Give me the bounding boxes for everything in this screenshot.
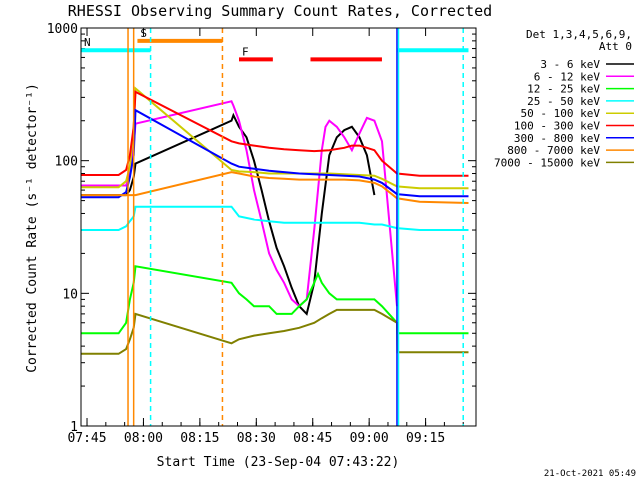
legend-label: 7000 - 15000 keV — [494, 156, 600, 169]
series-line-2 — [81, 265, 469, 335]
x-tick-label: 08:15 — [180, 431, 219, 446]
x-tick-label: 08:00 — [124, 431, 163, 446]
chart-title: RHESSI Observing Summary Count Rates, Co… — [68, 2, 492, 20]
series-line-3 — [81, 205, 469, 231]
flag-label: N — [84, 36, 91, 49]
x-tick-label: 07:45 — [67, 431, 106, 446]
flag-label: F — [242, 45, 249, 58]
series-line-6 — [81, 108, 469, 199]
y-tick-label: 1 — [70, 420, 78, 435]
legend-header: Det 1,3,4,5,6,9, — [526, 28, 632, 41]
legend-label: 50 - 100 keV — [521, 107, 601, 120]
legend-label: 3 - 6 keV — [540, 58, 600, 71]
series-line-8 — [81, 308, 469, 355]
y-tick-label: 10 — [62, 287, 78, 302]
series-line-4 — [81, 86, 469, 190]
x-tick-label: 08:30 — [237, 431, 276, 446]
series-line-5 — [81, 90, 469, 177]
flag-layer: S N F — [81, 27, 469, 62]
series-line-0 — [81, 112, 376, 316]
legend-label: 6 - 12 keV — [534, 70, 601, 83]
x-axis-label: Start Time (23-Sep-04 07:43:22) — [157, 455, 400, 470]
plot-frame — [80, 27, 477, 427]
y-tick-label: 1000 — [47, 22, 78, 37]
marker-layer — [127, 28, 464, 426]
series-line-7 — [81, 171, 469, 204]
x-tick-label: 09:00 — [350, 431, 389, 446]
x-tick-label: 09:15 — [406, 431, 445, 446]
axis-ticks: 07:45 08:00 08:15 08:30 08:45 09:00 09:15 1 10 10… — [47, 22, 476, 446]
legend-label: 12 - 25 keV — [527, 83, 600, 96]
flag-label: S — [140, 27, 147, 40]
legend-label: 100 - 300 keV — [514, 120, 600, 133]
legend-label: 300 - 800 keV — [514, 132, 600, 145]
series-layer — [81, 86, 469, 355]
legend-header: Att 0 — [599, 40, 632, 53]
timestamp: 21-Oct-2021 05:49 — [544, 469, 636, 479]
y-tick-label: 100 — [55, 155, 78, 170]
legend-label: 800 - 7000 keV — [507, 144, 600, 157]
y-axis-label: Corrected Count Rate (s⁻¹ detector⁻¹) — [25, 83, 40, 373]
x-tick-label: 08:45 — [293, 431, 332, 446]
legend-label: 25 - 50 keV — [527, 95, 600, 108]
